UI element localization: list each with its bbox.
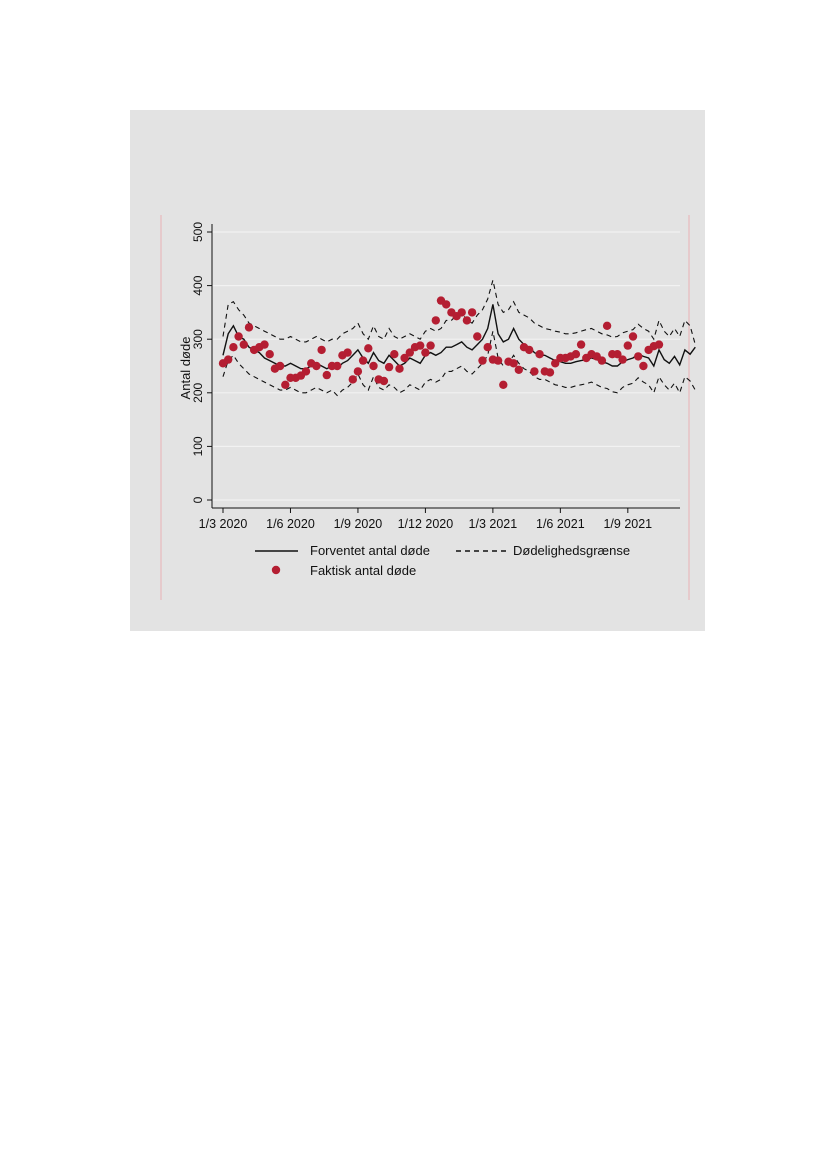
x-tick-label-2: 1/9 2020 bbox=[334, 517, 383, 531]
actual-point-33 bbox=[390, 350, 399, 359]
y-tick-label-500: 500 bbox=[191, 222, 205, 242]
actual-point-5 bbox=[244, 323, 254, 332]
x-tick-label-0: 1/3 2020 bbox=[199, 517, 248, 531]
actual-point-46 bbox=[457, 308, 466, 317]
actual-point-26 bbox=[353, 367, 363, 376]
legend: Forventet antal døde Dødelighedsgrænse F… bbox=[255, 543, 630, 578]
actual-point-1 bbox=[224, 355, 233, 364]
y-axis-label: Antal døde bbox=[178, 337, 193, 400]
x-tick-label-5: 1/6 2021 bbox=[536, 517, 585, 531]
actual-point-77 bbox=[618, 355, 627, 364]
actual-point-20 bbox=[322, 370, 331, 380]
actual-point-81 bbox=[639, 361, 648, 371]
actual-point-59 bbox=[525, 345, 534, 355]
actual-point-34 bbox=[395, 364, 404, 373]
actual-point-48 bbox=[467, 308, 477, 317]
actual-point-25 bbox=[348, 375, 357, 384]
y-tick-label-100: 100 bbox=[191, 436, 205, 456]
actual-point-54 bbox=[499, 380, 508, 389]
actual-point-24 bbox=[343, 348, 352, 357]
legend-limit-label: Dødelighedsgrænse bbox=[513, 543, 630, 558]
actual-point-74 bbox=[602, 321, 612, 330]
actual-point-22 bbox=[333, 361, 342, 371]
actual-point-19 bbox=[317, 345, 326, 355]
mortality-chart: 0 100 200 300 400 500 1/3 2020 1/6 2020 1/9 202… bbox=[160, 215, 696, 600]
actual-point-28 bbox=[364, 344, 373, 353]
gridlines bbox=[212, 231, 680, 501]
y-tick-label-300: 300 bbox=[191, 329, 205, 349]
x-tick-label-4: 1/3 2021 bbox=[469, 517, 518, 531]
actual-point-38 bbox=[416, 341, 425, 350]
actual-point-35 bbox=[400, 353, 409, 363]
legend-actual-marker bbox=[271, 565, 281, 575]
actual-point-63 bbox=[545, 368, 555, 377]
actual-point-18 bbox=[312, 361, 321, 371]
y-tick-label-200: 200 bbox=[191, 382, 205, 402]
actual-point-80 bbox=[634, 352, 643, 361]
actual-point-8 bbox=[260, 340, 269, 349]
actual-point-76 bbox=[613, 350, 622, 359]
series-line-0 bbox=[222, 304, 696, 370]
actual-point-41 bbox=[431, 316, 440, 325]
legend-actual-label: Faktisk antal døde bbox=[310, 563, 416, 578]
actual-point-36 bbox=[405, 348, 414, 357]
actual-point-40 bbox=[426, 341, 435, 350]
actual-point-68 bbox=[571, 350, 581, 359]
actual-point-79 bbox=[628, 332, 638, 341]
y-tick-label-0: 0 bbox=[191, 496, 205, 503]
actual-point-4 bbox=[239, 340, 248, 349]
actual-point-56 bbox=[509, 359, 518, 368]
series-line-2 bbox=[222, 331, 696, 397]
actual-point-39 bbox=[421, 348, 430, 357]
actual-point-49 bbox=[473, 332, 482, 341]
actual-point-9 bbox=[265, 350, 274, 359]
chart-panel: 0 100 200 300 400 500 1/3 2020 1/6 2020 1/9 202… bbox=[130, 110, 705, 631]
actual-point-61 bbox=[535, 350, 544, 359]
actual-point-64 bbox=[551, 359, 560, 368]
x-tick-label-3: 1/12 2020 bbox=[398, 517, 454, 531]
actual-point-51 bbox=[483, 343, 492, 352]
x-tick-label-6: 1/9 2021 bbox=[603, 517, 652, 531]
x-axis-ticks: 1/3 2020 1/6 2020 1/9 2020 1/12 2020 1/3 202… bbox=[199, 508, 652, 531]
actual-point-84 bbox=[654, 340, 664, 349]
actual-point-12 bbox=[281, 380, 290, 389]
actual-point-3 bbox=[234, 332, 243, 341]
actual-point-53 bbox=[493, 356, 503, 365]
actual-point-32 bbox=[384, 362, 394, 372]
y-axis-ticks: 0 100 200 300 400 500 bbox=[191, 222, 212, 503]
y-tick-label-400: 400 bbox=[191, 275, 205, 295]
actual-point-57 bbox=[514, 365, 523, 374]
actual-point-78 bbox=[623, 341, 632, 350]
actual-point-47 bbox=[462, 316, 472, 325]
x-tick-label-1: 1/6 2020 bbox=[266, 517, 315, 531]
actual-point-11 bbox=[275, 361, 285, 371]
actual-point-50 bbox=[478, 356, 487, 365]
actual-deaths-points bbox=[218, 296, 664, 389]
actual-point-60 bbox=[530, 367, 539, 376]
actual-point-73 bbox=[597, 356, 607, 365]
actual-point-43 bbox=[442, 300, 451, 309]
actual-point-2 bbox=[229, 343, 238, 352]
actual-point-69 bbox=[576, 340, 586, 349]
actual-point-31 bbox=[379, 376, 389, 386]
actual-point-29 bbox=[369, 361, 378, 371]
legend-expected-label: Forventet antal døde bbox=[310, 543, 430, 558]
actual-point-27 bbox=[358, 356, 368, 365]
actual-point-16 bbox=[301, 367, 311, 376]
